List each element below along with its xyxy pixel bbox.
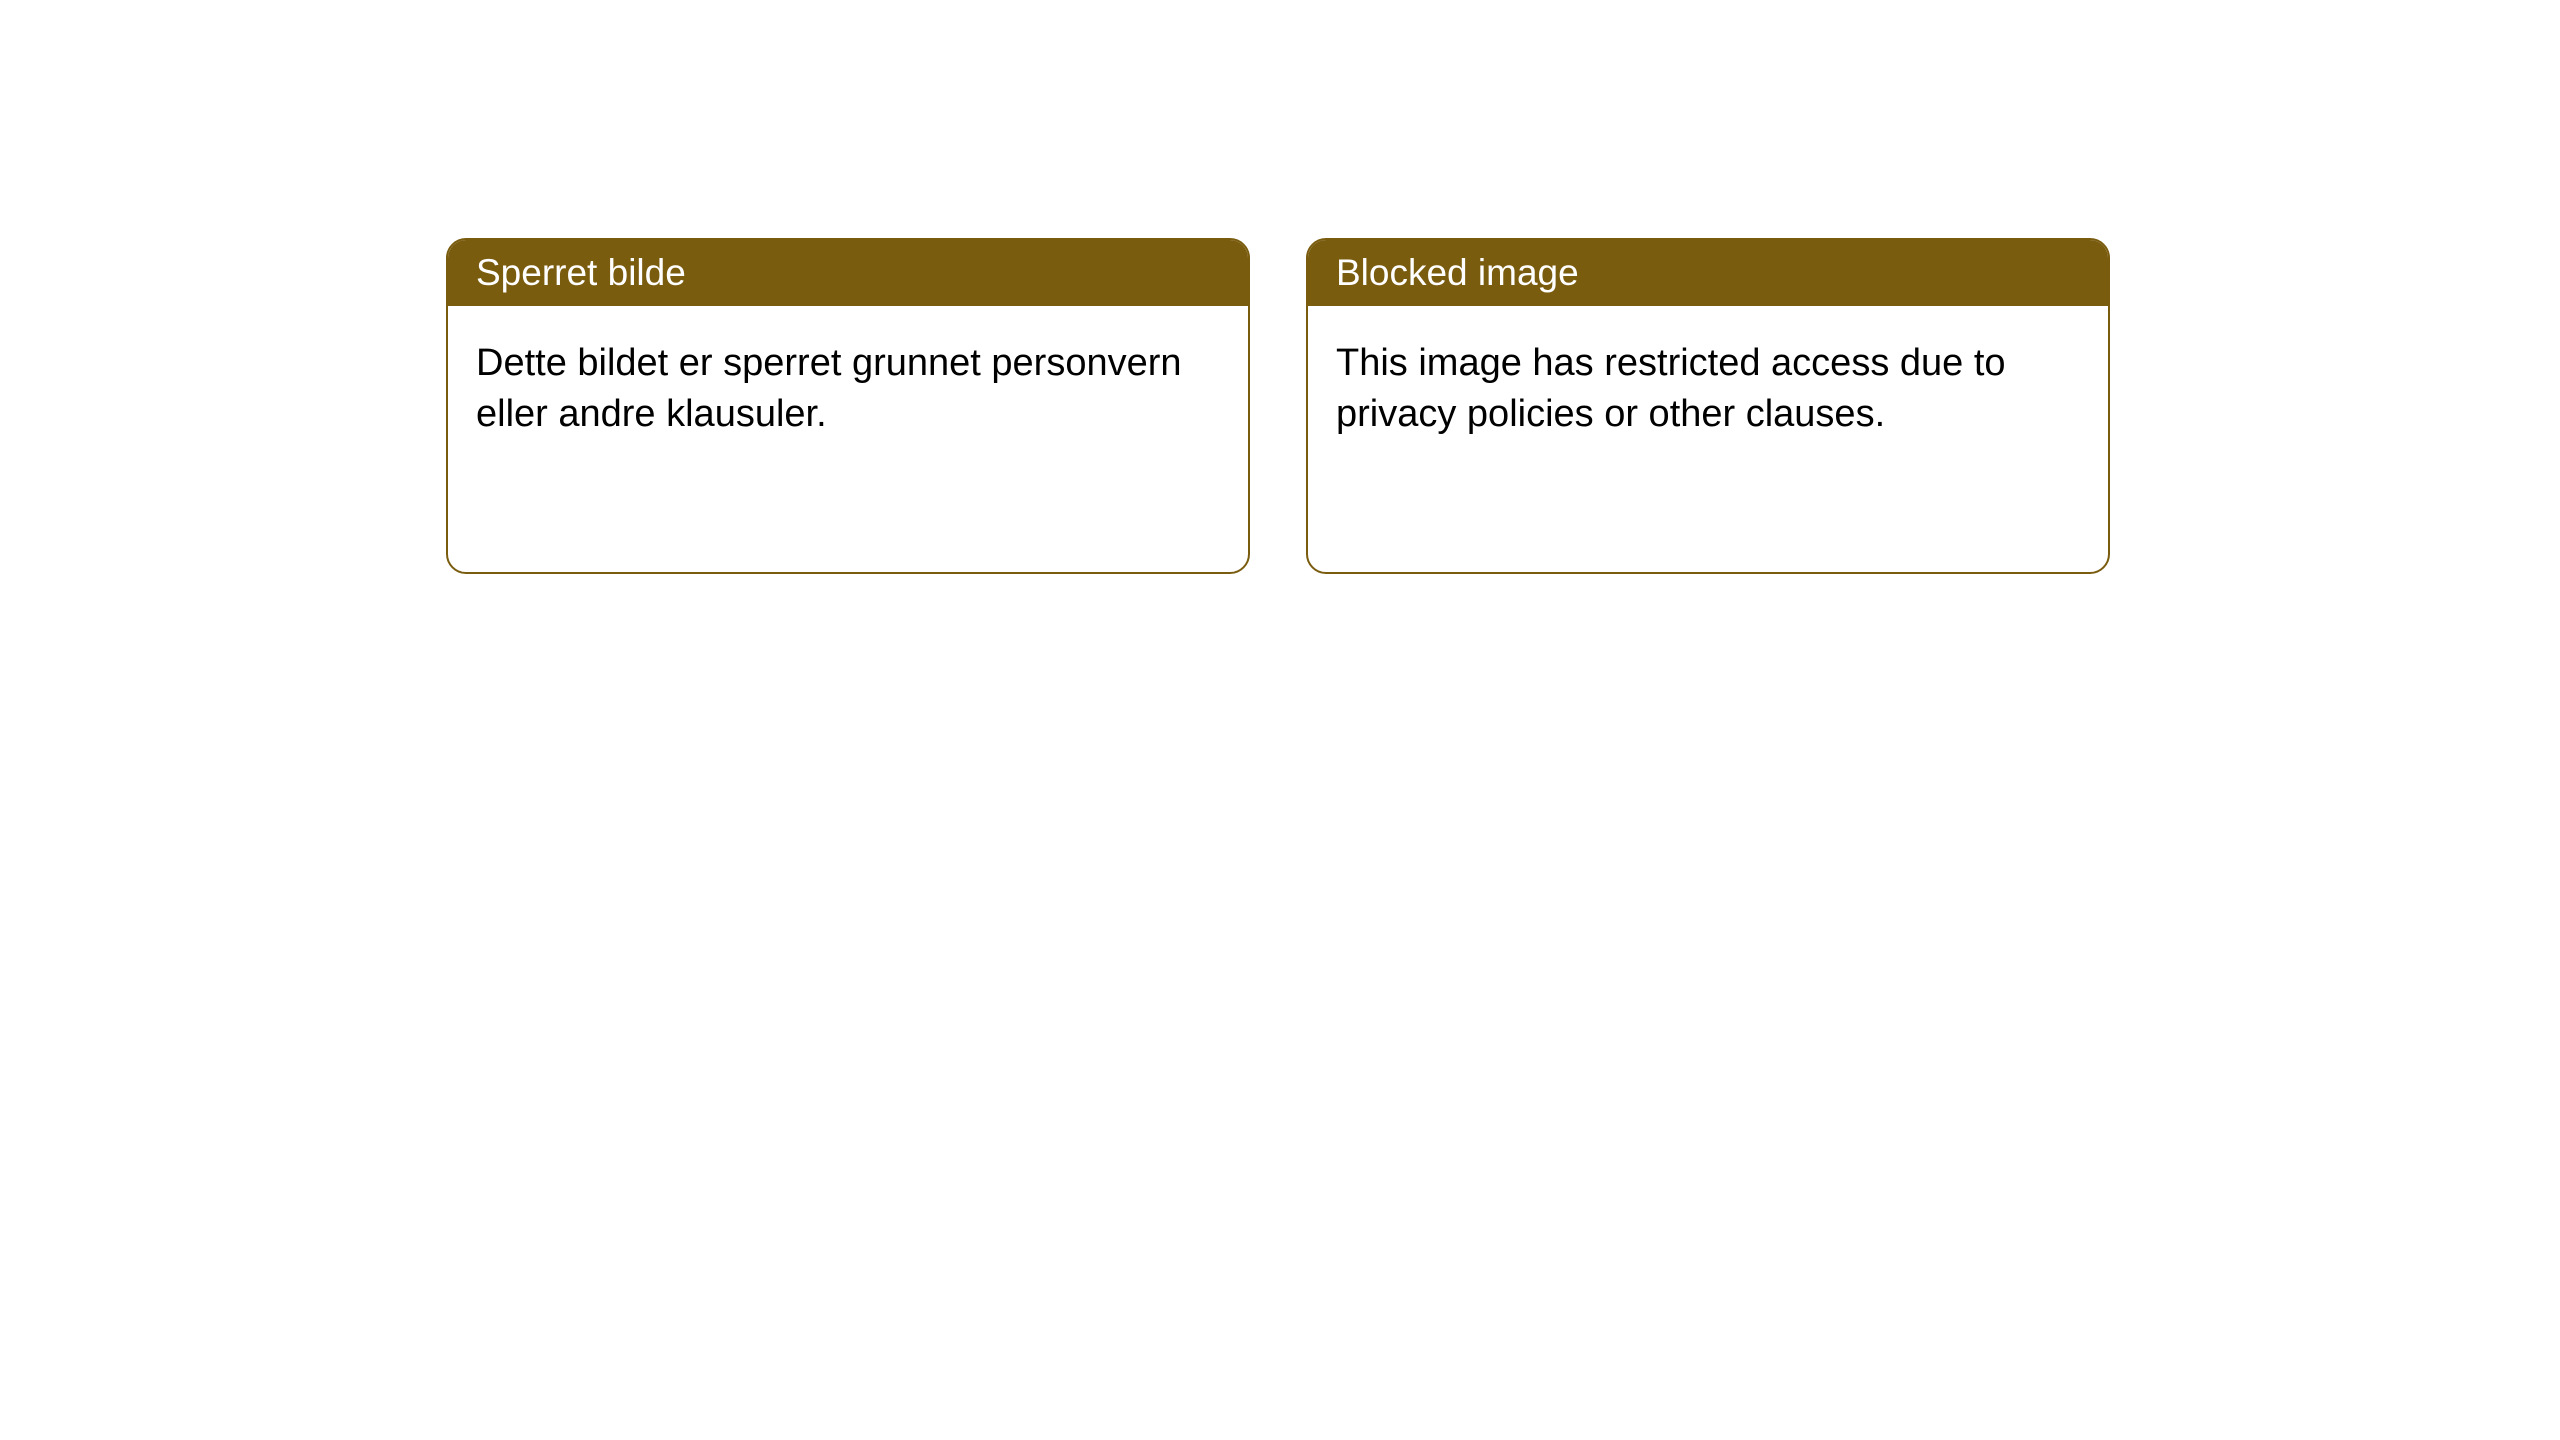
notice-body-text: Dette bildet er sperret grunnet personve…: [476, 342, 1182, 435]
notice-body-text: This image has restricted access due to …: [1336, 342, 2006, 435]
notices-container: Sperret bilde Dette bildet er sperret gr…: [0, 0, 2560, 574]
notice-header: Sperret bilde: [448, 240, 1248, 306]
notice-body: Dette bildet er sperret grunnet personve…: [448, 306, 1248, 473]
notice-body: This image has restricted access due to …: [1308, 306, 2108, 473]
notice-header: Blocked image: [1308, 240, 2108, 306]
notice-title: Blocked image: [1336, 252, 1579, 293]
notice-card-norwegian: Sperret bilde Dette bildet er sperret gr…: [446, 238, 1250, 574]
notice-card-english: Blocked image This image has restricted …: [1306, 238, 2110, 574]
notice-title: Sperret bilde: [476, 252, 686, 293]
